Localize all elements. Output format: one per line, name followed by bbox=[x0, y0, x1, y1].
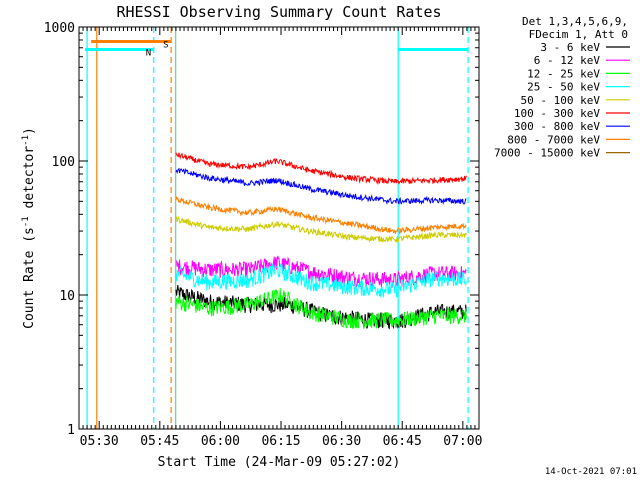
series-line bbox=[175, 215, 467, 244]
legend-item-label: 3 - 6 keV bbox=[540, 41, 600, 54]
series-line bbox=[175, 263, 467, 298]
legend-item-label: 50 - 100 keV bbox=[521, 94, 601, 107]
x-tick-label: 06:00 bbox=[201, 434, 240, 449]
series-line bbox=[175, 288, 467, 329]
y-tick-label: 1000 bbox=[44, 21, 75, 36]
flag-bar-label: S bbox=[163, 40, 168, 50]
chart-title: RHESSI Observing Summary Count Rates bbox=[116, 3, 441, 21]
plot-frame bbox=[78, 26, 480, 430]
x-tick-label: 06:45 bbox=[383, 434, 422, 449]
x-tick-label: 07:00 bbox=[443, 434, 482, 449]
y-axis: 1 10 100 1000 bbox=[44, 21, 479, 438]
legend-header-line-1: Det 1,3,4,5,6,9, bbox=[522, 15, 628, 28]
y-axis-label-prefix: Count Rate (s bbox=[22, 227, 37, 329]
y-tick-label: 10 bbox=[59, 289, 75, 304]
y-axis-label-suffix: ) bbox=[22, 127, 37, 135]
series-line bbox=[175, 167, 467, 206]
x-axis-label: Start Time (24-Mar-09 05:27:02) bbox=[158, 455, 401, 470]
y-axis-label-sup-1: -1 bbox=[21, 216, 31, 227]
legend: Det 1,3,4,5,6,9, FDecim 1, Att 0 3 - 6 k… bbox=[494, 15, 630, 160]
legend-item-label: 12 - 25 keV bbox=[527, 67, 600, 80]
legend-header-line-2: FDecim 1, Att 0 bbox=[529, 28, 628, 41]
legend-item-label: 800 - 7000 keV bbox=[507, 133, 600, 146]
legend-item-label: 100 - 300 keV bbox=[514, 107, 600, 120]
flag-bar-label: N bbox=[146, 48, 151, 58]
x-tick-label: 05:45 bbox=[140, 434, 179, 449]
y-tick-label: 100 bbox=[52, 155, 75, 170]
series-line bbox=[175, 195, 467, 235]
y-axis-label: Count Rate (s-1 detector-1) bbox=[21, 127, 37, 329]
legend-item-label: 25 - 50 keV bbox=[527, 81, 600, 94]
series-line bbox=[175, 152, 467, 185]
x-tick-label: 05:30 bbox=[80, 434, 119, 449]
x-tick-label: 06:15 bbox=[261, 434, 300, 449]
series-line bbox=[175, 255, 467, 289]
x-axis: 05:30 05:45 06:00 06:15 06:30 06:45 07:00 bbox=[78, 27, 482, 449]
legend-item-label: 6 - 12 keV bbox=[534, 54, 601, 67]
legend-item-label: 7000 - 15000 keV bbox=[494, 147, 600, 160]
y-axis-label-mid: detector bbox=[22, 146, 37, 217]
x-tick-label: 06:30 bbox=[322, 434, 361, 449]
footer-date: 14-Oct-2021 07:01 bbox=[545, 467, 637, 477]
y-axis-label-sup-2: -1 bbox=[21, 135, 31, 146]
plot-area: SN bbox=[85, 27, 469, 429]
legend-item-label: 300 - 800 keV bbox=[514, 120, 600, 133]
y-tick-label: 1 bbox=[67, 423, 75, 438]
